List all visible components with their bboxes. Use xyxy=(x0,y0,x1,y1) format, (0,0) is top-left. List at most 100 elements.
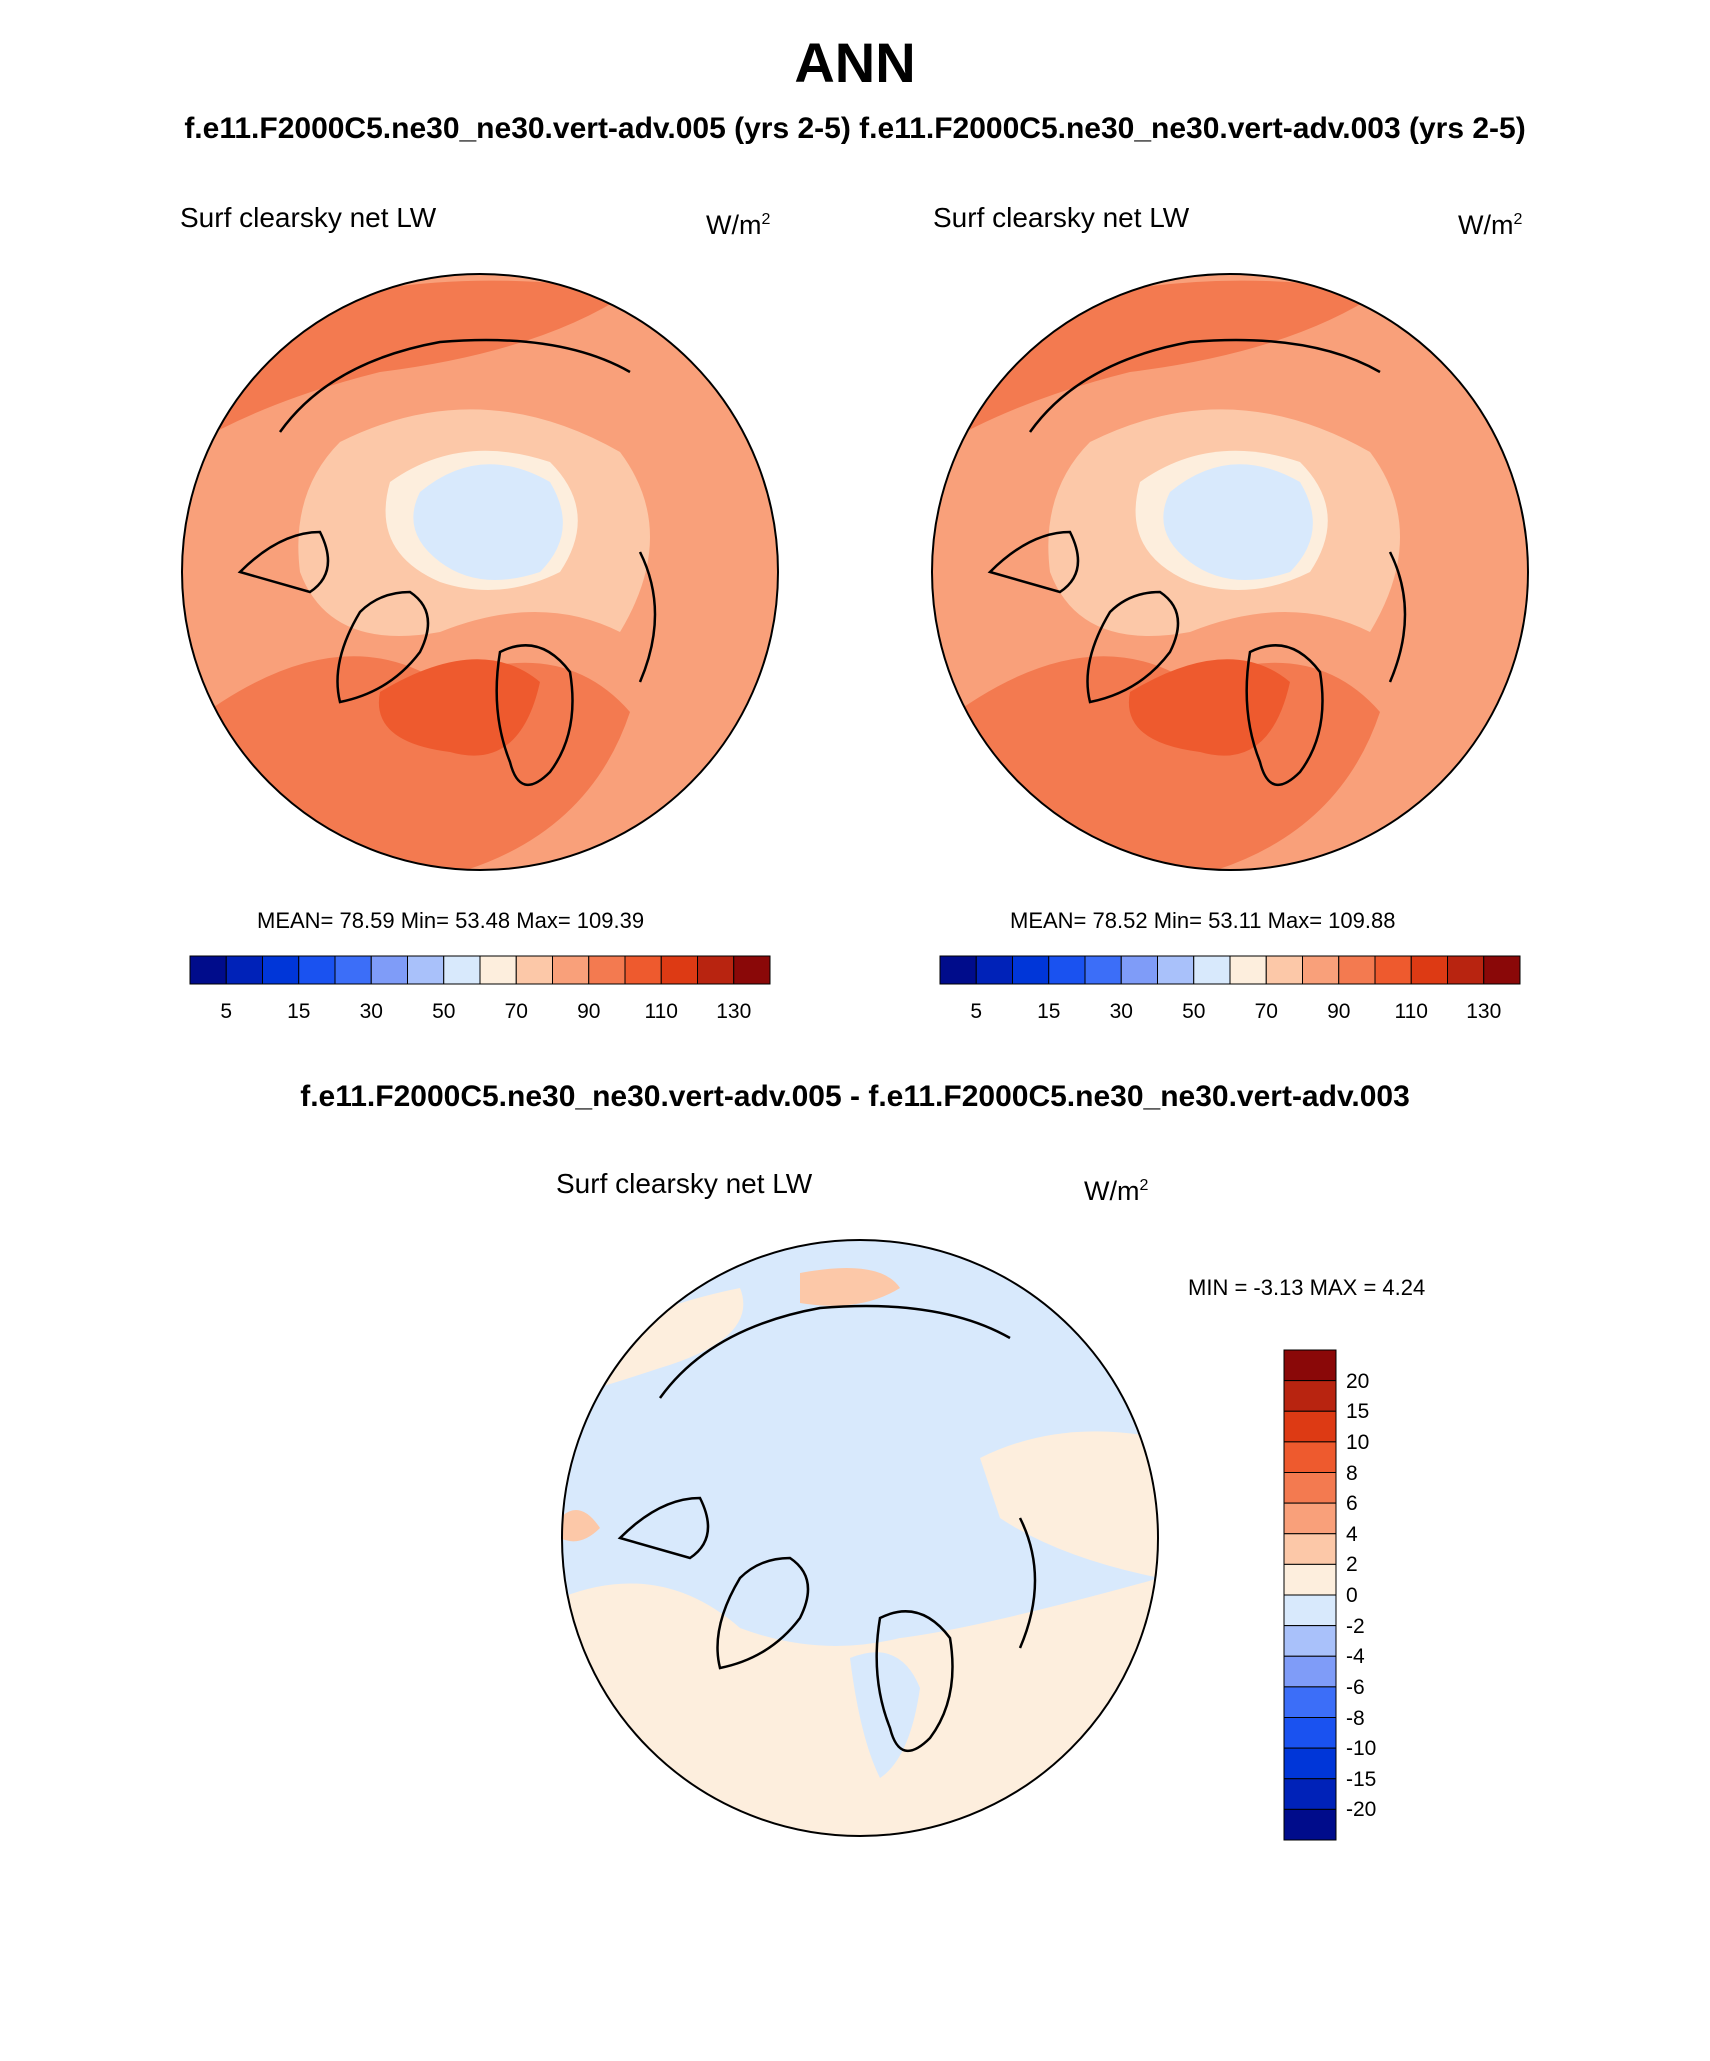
panel2-units: W/m2 xyxy=(1458,210,1523,240)
difference-colorbar-labels: 20 15 10 8 6 4 2 0 -2 -4 -6 -8 -10 -15 -20 xyxy=(1346,1350,1406,1840)
colorbar-tick-label: 70 xyxy=(1254,1000,1278,1023)
colorbar-swatch xyxy=(1410,955,1448,985)
panel2-variable-label: Surf clearsky net LW xyxy=(933,202,1190,233)
colorbar-swatch xyxy=(975,955,1013,985)
coastline xyxy=(987,338,1407,787)
difference-title: f.e11.F2000C5.ne30_ne30.vert-adv.005 - f… xyxy=(300,1080,1410,1113)
colorbar-swatch xyxy=(1302,955,1340,985)
colorbar-tick-label: 6 xyxy=(1346,1492,1358,1516)
colorbar-tick-label: -15 xyxy=(1346,1767,1377,1791)
colorbar-swatch xyxy=(1084,955,1122,985)
colorbar-swatch xyxy=(1283,1533,1337,1565)
contour-region-positive xyxy=(980,1431,1158,1578)
colorbar-tick-label: 50 xyxy=(1182,1000,1206,1023)
colorbar-tick-label: 2 xyxy=(1346,1553,1358,1577)
colorbar-tick-label: 90 xyxy=(1327,1000,1351,1023)
colorbar-swatch xyxy=(1283,1349,1337,1382)
colorbar-tick-label: 20 xyxy=(1346,1369,1370,1393)
colorbar-swatch xyxy=(1283,1502,1337,1535)
colorbar-swatch xyxy=(1120,955,1158,985)
contour-region-positive-2 xyxy=(562,1510,600,1542)
map-border xyxy=(931,273,1529,871)
colorbar-swatch xyxy=(1283,1686,1337,1718)
colorbar-swatch xyxy=(1283,1410,1337,1443)
colorbar-tick-label: -6 xyxy=(1346,1675,1365,1699)
colorbar-tick-label: -10 xyxy=(1346,1737,1377,1761)
colorbar-swatch xyxy=(697,955,735,985)
colorbar-tick-label: 90 xyxy=(577,1000,601,1023)
colorbar-tick-label: 15 xyxy=(287,1000,311,1023)
colorbar-swatch xyxy=(939,955,977,985)
panel2-colorbar xyxy=(939,955,1521,985)
colorbar-tick-label: 30 xyxy=(1109,1000,1133,1023)
panel1-stats: MEAN= 78.59 Min= 53.48 Max= 109.39 xyxy=(257,908,645,933)
panel1-variable-label: Surf clearsky net LW xyxy=(180,202,437,233)
colorbar-swatch xyxy=(189,955,227,985)
diff-variable-label: Surf clearsky net LW xyxy=(556,1168,813,1199)
colorbar-tick-label: 50 xyxy=(432,1000,456,1023)
colorbar-swatch xyxy=(1157,955,1195,985)
difference-colorbar xyxy=(1283,1349,1337,1841)
contour-region-polar xyxy=(1163,464,1313,580)
map-border xyxy=(561,1239,1159,1837)
contour-region-polar xyxy=(413,464,563,580)
colorbar-swatch xyxy=(1283,1441,1337,1473)
coastline xyxy=(617,1304,1037,1753)
colorbar-tick-label: 130 xyxy=(1466,1000,1502,1023)
colorbar-swatch xyxy=(334,955,372,985)
colorbar-swatch xyxy=(407,955,445,985)
colorbar-swatch xyxy=(552,955,590,985)
coastline xyxy=(237,338,657,787)
colorbar-swatch xyxy=(1283,1717,1337,1749)
colorbar-swatch xyxy=(1048,955,1086,985)
panel1-colorbar xyxy=(189,955,771,985)
colorbar-swatch xyxy=(479,955,517,985)
page-title: ANN xyxy=(794,31,916,94)
diff-minmax: MIN = -3.13 MAX = 4.24 xyxy=(1188,1275,1426,1300)
colorbar-swatch xyxy=(1283,1472,1337,1504)
colorbar-swatch xyxy=(1283,1563,1337,1596)
colorbar-tick-label: 5 xyxy=(970,1000,983,1023)
colorbar-tick-label: -8 xyxy=(1346,1706,1365,1730)
colorbar-swatch xyxy=(1283,1747,1337,1780)
colorbar-tick-label: 30 xyxy=(359,1000,383,1023)
colorbar-swatch xyxy=(225,955,263,985)
colorbar-swatch xyxy=(298,955,336,985)
colorbar-swatch xyxy=(1447,955,1485,985)
colorbar-tick-label: 8 xyxy=(1346,1461,1358,1485)
colorbar-swatch xyxy=(1283,1625,1337,1657)
colorbar-swatch xyxy=(624,955,662,985)
colorbar-tick-label: 4 xyxy=(1346,1522,1358,1546)
panel2-stats: MEAN= 78.52 Min= 53.11 Max= 109.88 xyxy=(1010,908,1396,933)
colorbar-swatch xyxy=(660,955,698,985)
diff-units: W/m2 xyxy=(1084,1176,1149,1206)
colorbar-tick-label: 130 xyxy=(716,1000,752,1023)
colorbar-swatch xyxy=(1283,1808,1337,1841)
colorbar-tick-label: 110 xyxy=(1394,1000,1428,1023)
colorbar-swatch xyxy=(1338,955,1376,985)
map-border xyxy=(181,273,779,871)
panel1-polar-map xyxy=(181,273,779,871)
difference-polar-map xyxy=(561,1239,1159,1837)
colorbar-tick-label: 5 xyxy=(220,1000,233,1023)
panel2-colorbar-labels: 5 15 30 50 70 90 110 130 xyxy=(940,1000,1520,1026)
colorbar-swatch xyxy=(370,955,408,985)
colorbar-swatch xyxy=(1283,1778,1337,1810)
panel1-colorbar-labels: 5 15 30 50 70 90 110 130 xyxy=(190,1000,770,1026)
colorbar-tick-label: -4 xyxy=(1346,1645,1365,1669)
colorbar-swatch xyxy=(1193,955,1231,985)
colorbar-swatch xyxy=(1283,1380,1337,1412)
colorbar-tick-label: 15 xyxy=(1346,1400,1370,1424)
case-subtitle: f.e11.F2000C5.ne30_ne30.vert-adv.005 (yr… xyxy=(184,112,1526,145)
colorbar-swatch xyxy=(1012,955,1050,985)
colorbar-swatch xyxy=(588,955,626,985)
panel1-units: W/m2 xyxy=(706,210,771,240)
colorbar-tick-label: 70 xyxy=(504,1000,528,1023)
colorbar-swatch xyxy=(1483,955,1521,985)
colorbar-tick-label: 15 xyxy=(1037,1000,1061,1023)
colorbar-swatch xyxy=(733,955,771,985)
colorbar-swatch xyxy=(1265,955,1303,985)
colorbar-tick-label: 110 xyxy=(644,1000,678,1023)
contour-region-positive-2 xyxy=(800,1268,900,1306)
panel2-polar-map xyxy=(931,273,1529,871)
